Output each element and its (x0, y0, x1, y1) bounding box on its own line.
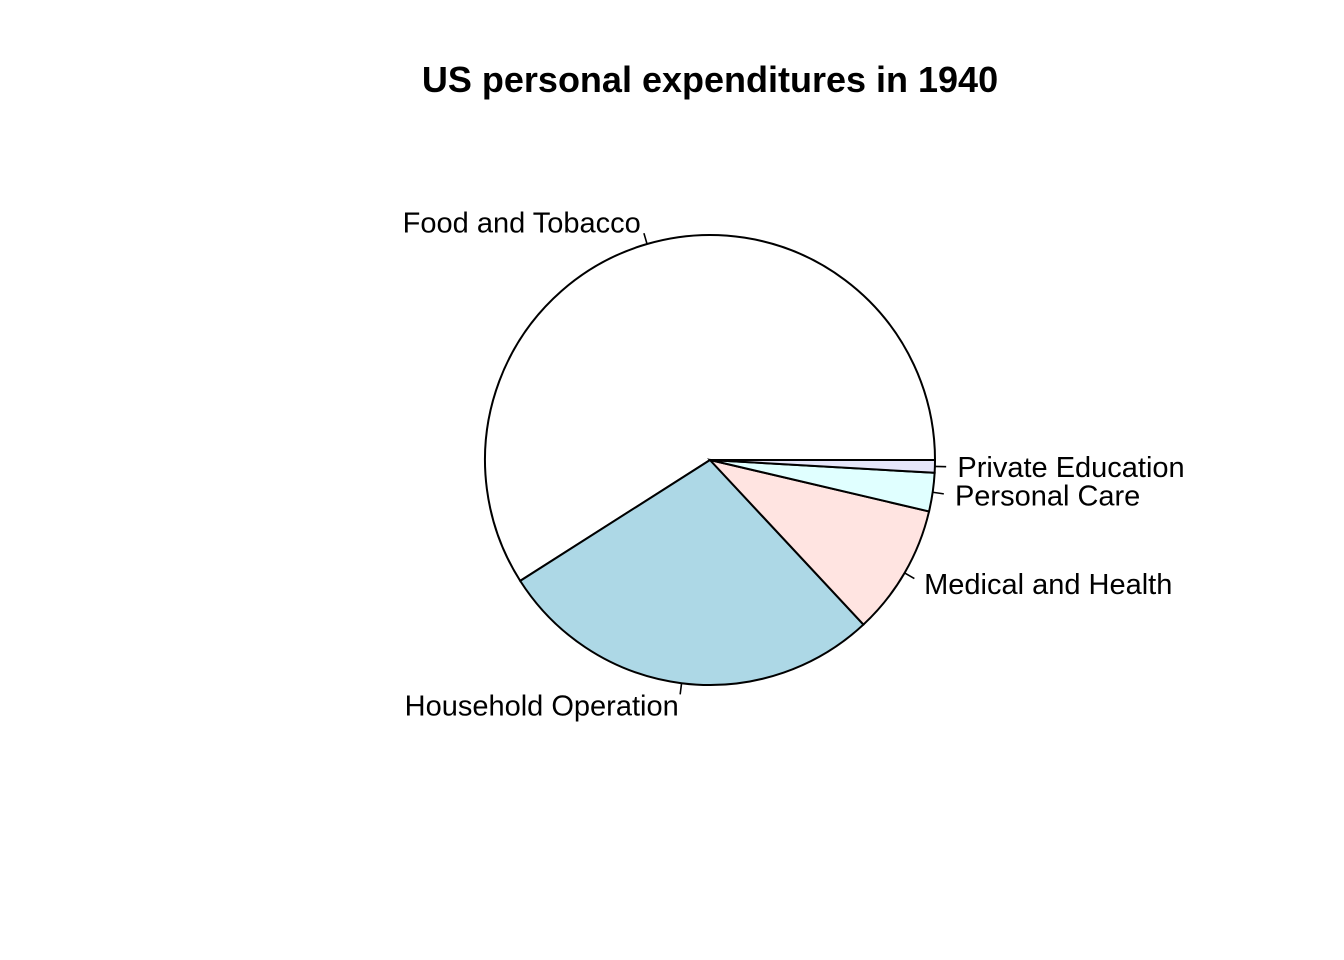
leader-line-personal-care (932, 491, 944, 495)
pie-slice-food-and-tobacco (484, 234, 937, 583)
leader-line-medical-and-health (904, 572, 915, 580)
pie-slice-medical-and-health (707, 458, 931, 626)
slice-labels: Food and Tobacco Household Operation Medic… (403, 207, 1185, 722)
slice-label-household-operation: Household Operation (405, 691, 679, 723)
leader-line-food-and-tobacco (643, 232, 648, 245)
chart-title: US personal expenditures in 1940 (422, 59, 998, 100)
pie-slices (484, 234, 937, 686)
slice-label-medical-and-health: Medical and Health (924, 569, 1172, 601)
slice-label-food-and-tobacco: Food and Tobacco (403, 207, 641, 239)
slice-label-private-education: Private Education (957, 452, 1184, 484)
slice-label-personal-care: Personal Care (955, 480, 1140, 512)
leader-line-household-operation (679, 683, 683, 695)
label-leader-lines (643, 232, 947, 695)
